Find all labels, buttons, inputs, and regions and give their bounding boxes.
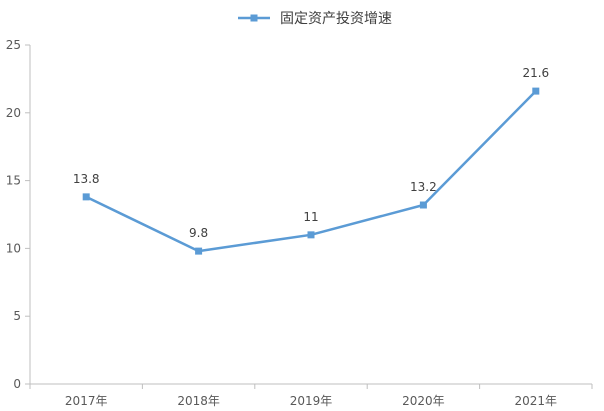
x-tick-label: 2018年 bbox=[177, 394, 220, 408]
data-point-marker bbox=[195, 247, 203, 255]
x-axis-ticks: 2017年 2018年 2019年 2020年 2021年 bbox=[29, 384, 593, 408]
y-tick-label: 10 bbox=[6, 241, 21, 255]
y-tick-label: 15 bbox=[6, 174, 21, 188]
y-tick-label: 5 bbox=[13, 309, 21, 323]
data-point-marker bbox=[82, 193, 90, 201]
x-tick-label: 2019年 bbox=[290, 394, 333, 408]
x-tick-label: 2017年 bbox=[65, 394, 108, 408]
x-tick-label: 2021年 bbox=[515, 394, 558, 408]
y-axis-ticks: 0 5 10 15 20 25 bbox=[6, 38, 30, 391]
y-tick-label: 0 bbox=[13, 377, 21, 391]
y-tick-label: 25 bbox=[6, 38, 21, 52]
data-labels: 13.8 9.8 11 13.2 21.6 bbox=[73, 66, 549, 240]
data-point-marker bbox=[532, 87, 540, 95]
x-tick-label: 2020年 bbox=[402, 394, 445, 408]
data-label: 9.8 bbox=[189, 226, 208, 240]
series-line bbox=[85, 90, 537, 253]
data-label: 13.2 bbox=[410, 180, 437, 194]
series-group bbox=[82, 87, 540, 255]
legend: 固定资产投资增速 bbox=[238, 11, 392, 27]
data-label: 13.8 bbox=[73, 172, 100, 186]
legend-label: 固定资产投资增速 bbox=[280, 11, 392, 27]
data-label: 11 bbox=[303, 210, 318, 224]
data-point-marker bbox=[419, 201, 427, 209]
data-label: 21.6 bbox=[522, 66, 549, 80]
data-point-marker bbox=[307, 231, 315, 239]
y-tick-label: 20 bbox=[6, 106, 21, 120]
axes bbox=[29, 45, 592, 385]
legend-square-marker bbox=[250, 14, 258, 22]
